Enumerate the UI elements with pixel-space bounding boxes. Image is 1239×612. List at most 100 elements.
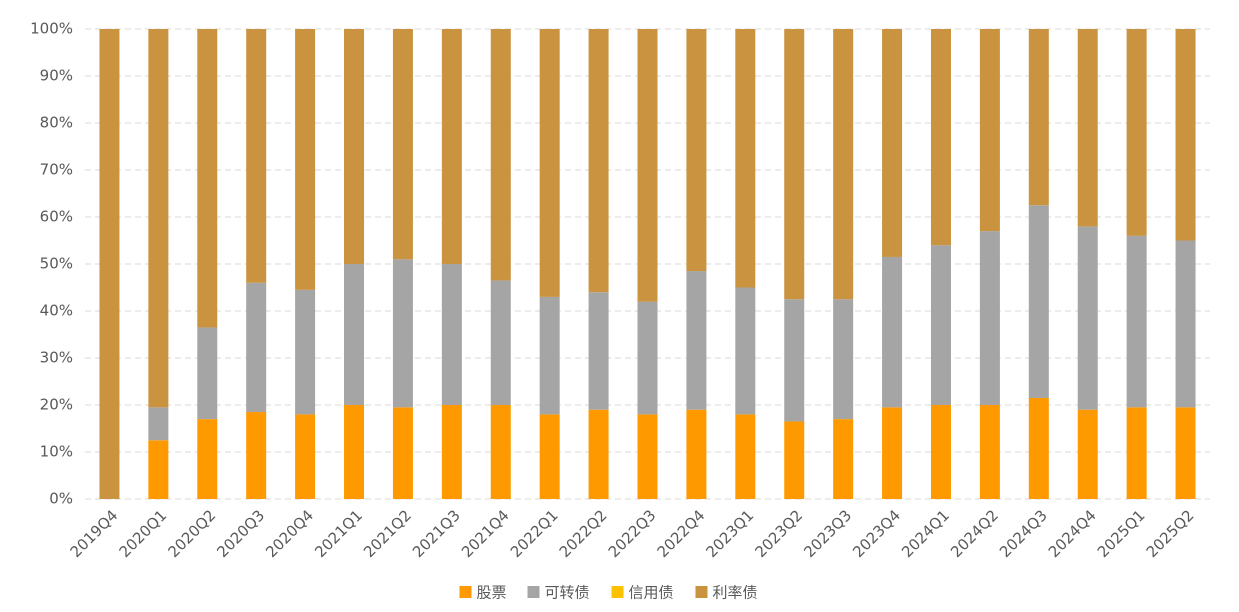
y-tick-label: 0% <box>49 490 73 508</box>
bar-segment <box>784 29 805 300</box>
bar-segment <box>490 280 511 405</box>
x-tick-label: 2021Q2 <box>360 506 415 561</box>
bar-segment <box>637 301 658 415</box>
bar-segment <box>882 407 903 499</box>
y-tick-label: 60% <box>40 208 73 226</box>
bar-segment <box>637 29 658 302</box>
x-tick-label: 2020Q2 <box>164 506 219 561</box>
bar-segment <box>539 29 560 297</box>
bar-segment <box>148 29 169 408</box>
bar-segment <box>882 256 903 408</box>
bar-segment <box>637 414 658 499</box>
x-tick-label: 2024Q1 <box>898 506 953 561</box>
bar-segment <box>490 405 511 499</box>
bar-segment <box>197 419 218 499</box>
y-tick-label: 50% <box>40 255 73 273</box>
bar-segment <box>833 299 854 420</box>
bar-segment <box>784 299 805 422</box>
bar-segment <box>392 407 413 499</box>
bar-segment <box>392 29 413 260</box>
bar-segment <box>833 29 854 300</box>
bar-segment <box>1028 29 1049 206</box>
x-tick-label: 2023Q2 <box>751 506 806 561</box>
x-tick-label: 2023Q1 <box>703 506 758 561</box>
bar-segment <box>344 405 365 499</box>
x-tick-label: 2022Q4 <box>654 506 709 561</box>
bar-segment <box>1077 29 1098 227</box>
y-tick-label: 30% <box>40 349 73 367</box>
x-tick-label: 2021Q4 <box>458 506 513 561</box>
y-tick-label: 100% <box>30 20 73 38</box>
bar-segment <box>735 287 756 415</box>
bar-segment <box>979 405 1000 499</box>
bar-segment <box>588 29 609 293</box>
bar-segment <box>1077 409 1098 499</box>
bar-segment <box>1175 240 1196 408</box>
bar-segment <box>735 29 756 288</box>
bar-segment <box>197 327 218 420</box>
x-tick-label: 2022Q3 <box>605 506 660 561</box>
bar-segment <box>148 440 169 499</box>
y-tick-label: 20% <box>40 396 73 414</box>
bar-segment <box>930 245 951 405</box>
legend-swatch <box>695 586 708 598</box>
legend-swatch <box>527 586 540 598</box>
x-tick-label: 2020Q3 <box>213 506 268 561</box>
x-tick-label: 2025Q1 <box>1094 506 1149 561</box>
x-tick-label: 2022Q1 <box>507 506 562 561</box>
bar-segment <box>1028 397 1049 499</box>
bar-segment <box>246 29 267 283</box>
bar-segment <box>295 414 316 499</box>
bar-segment <box>1175 29 1196 241</box>
x-tick-label: 2023Q3 <box>800 506 855 561</box>
bar-segment <box>1028 205 1049 398</box>
bar-segment <box>441 405 462 499</box>
y-tick-label: 70% <box>40 161 73 179</box>
bar-segment <box>344 29 365 264</box>
x-tick-label: 2021Q1 <box>311 506 366 561</box>
bar-segment <box>1175 407 1196 499</box>
bar-segment <box>99 29 120 499</box>
x-tick-label: 2025Q2 <box>1143 506 1198 561</box>
bar-segment <box>588 292 609 410</box>
bar-segment <box>1077 226 1098 410</box>
legend-swatch <box>459 586 472 598</box>
bar-segment <box>246 282 267 413</box>
bar-segment <box>197 29 218 328</box>
y-tick-label: 10% <box>40 443 73 461</box>
bar-segment <box>490 29 511 281</box>
bar-segment <box>930 405 951 499</box>
bar-segment <box>539 414 560 499</box>
x-tick-label: 2024Q2 <box>947 506 1002 561</box>
legend-label: 信用债 <box>629 584 674 602</box>
legend-label: 利率债 <box>713 584 758 602</box>
x-tick-label: 2020Q4 <box>262 506 317 561</box>
legend-label: 股票 <box>477 584 507 602</box>
bar-segment <box>539 296 560 415</box>
bar-segment <box>148 407 169 441</box>
bar-segment <box>441 264 462 405</box>
bar-segment <box>979 231 1000 405</box>
x-tick-label: 2023Q4 <box>849 506 904 561</box>
bar-segment <box>246 412 267 499</box>
bar-segment <box>930 29 951 246</box>
bar-segment <box>1126 407 1147 499</box>
x-tick-label: 2020Q1 <box>116 506 171 561</box>
bar-segment <box>441 29 462 264</box>
bar-segment <box>686 409 707 499</box>
legend-swatch <box>611 586 624 598</box>
bar-segment <box>295 29 316 290</box>
bar-segment <box>979 29 1000 232</box>
bar-segment <box>784 421 805 499</box>
bar-segment <box>295 289 316 415</box>
bar-segment <box>686 29 707 272</box>
y-tick-label: 90% <box>40 67 73 85</box>
x-tick-label: 2022Q2 <box>556 506 611 561</box>
y-tick-label: 80% <box>40 114 73 132</box>
legend-label: 可转债 <box>545 584 590 602</box>
bar-segment <box>833 419 854 499</box>
x-tick-label: 2024Q4 <box>1045 506 1100 561</box>
bar-segment <box>392 259 413 408</box>
bar-segment <box>588 409 609 499</box>
